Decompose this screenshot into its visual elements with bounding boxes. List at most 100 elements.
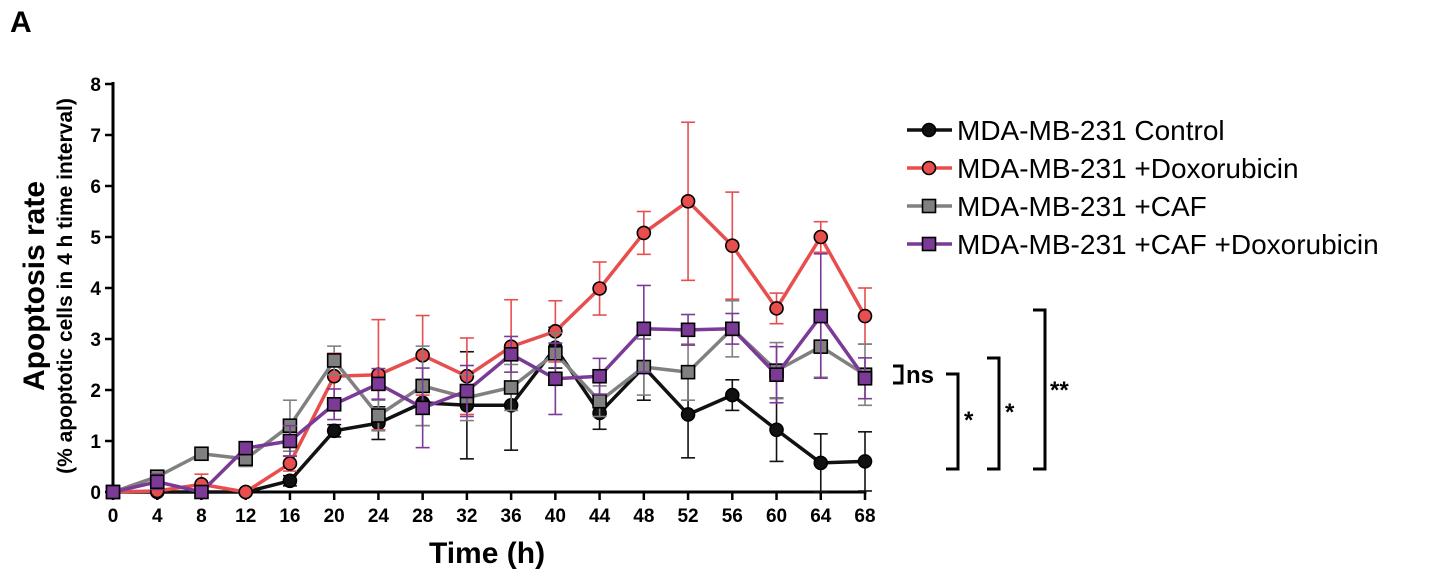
data-point — [326, 353, 342, 368]
x-tick-label: 4 — [152, 506, 163, 527]
legend-item: MDA-MB-231 +CAF +Doxorubicin — [907, 229, 1379, 260]
legend-item: MDA-MB-231 +CAF — [907, 191, 1207, 222]
significance-label: * — [1005, 399, 1015, 426]
x-tick-label: 16 — [279, 506, 300, 527]
bracket-line — [1033, 308, 1047, 471]
significance-bracket: * — [987, 356, 1015, 471]
legend-marker — [921, 236, 937, 252]
bracket-line — [893, 364, 904, 385]
series-2 — [105, 299, 873, 500]
x-tick-label: 48 — [633, 506, 654, 527]
significance-bracket: * — [946, 372, 974, 471]
x-tick-label: 12 — [235, 506, 256, 527]
data-point — [592, 368, 607, 384]
x-tick-label: 64 — [810, 506, 832, 527]
x-tick-label: 8 — [196, 506, 207, 527]
x-tick-label: 0 — [108, 506, 119, 527]
x-tick-label: 52 — [677, 506, 698, 527]
significance-bracket: ** — [1033, 308, 1069, 471]
series-3 — [105, 253, 873, 500]
legend-label: MDA-MB-231 +Doxorubicin — [957, 153, 1299, 184]
legend-label: MDA-MB-231 Control — [957, 115, 1225, 146]
series-line — [113, 345, 866, 494]
data-point — [724, 321, 740, 337]
data-point — [813, 229, 829, 245]
legend: MDA-MB-231 Control MDA-MB-231 +Doxorubici… — [907, 115, 1379, 260]
data-point — [769, 301, 784, 316]
data-point — [680, 322, 696, 338]
data-point — [857, 370, 873, 386]
panel-label: A — [10, 6, 32, 39]
legend-marker — [921, 122, 937, 138]
data-point — [282, 456, 298, 471]
series-line — [112, 314, 867, 494]
data-point — [282, 433, 298, 449]
x-tick-label: 20 — [324, 506, 345, 527]
data-point — [813, 455, 829, 471]
x-tick-label: 32 — [456, 506, 477, 527]
x-tick-label: 36 — [501, 506, 522, 527]
data-point — [813, 308, 829, 324]
data-point — [769, 367, 784, 383]
data-point — [680, 364, 696, 380]
data-point — [238, 484, 254, 500]
y-axis-subtitle: (% apoptotic cells in 4 h time interval) — [54, 98, 77, 474]
x-tick-label: 40 — [545, 506, 566, 527]
data-point — [636, 225, 652, 241]
y-tick-label: 5 — [90, 228, 101, 249]
data-point — [592, 281, 607, 296]
axes — [105, 82, 867, 500]
y-tick-label: 4 — [90, 279, 101, 300]
data-point — [326, 396, 342, 412]
series-line — [112, 199, 867, 494]
data-point — [371, 376, 386, 392]
data-point — [415, 400, 430, 416]
data-point — [326, 423, 342, 439]
legend-label: MDA-MB-231 +CAF +Doxorubicin — [957, 229, 1379, 260]
data-point — [503, 380, 519, 395]
significance-label: ns — [906, 362, 934, 389]
significance-brackets: ns* *** — [893, 308, 1069, 471]
series-1 — [105, 121, 873, 500]
y-tick-label: 6 — [90, 177, 101, 198]
significance-label: ** — [1050, 377, 1069, 404]
data-point — [724, 238, 740, 253]
y-tick-label: 8 — [90, 75, 101, 96]
x-tick-label: 60 — [766, 506, 787, 527]
x-tick-label: 24 — [368, 506, 390, 527]
data-point — [592, 393, 607, 409]
significance-bracket: ns — [893, 362, 934, 389]
y-tick-label: 3 — [90, 330, 101, 351]
bracket-line — [946, 372, 960, 471]
bracket-line — [987, 356, 1001, 471]
x-axis-title: Time (h) — [429, 537, 545, 570]
legend-item: MDA-MB-231 Control — [907, 115, 1225, 146]
y-tick-label: 0 — [90, 483, 101, 504]
data-point — [857, 454, 873, 469]
data-point — [282, 473, 298, 489]
legend-marker — [921, 198, 937, 214]
data-point — [503, 346, 519, 362]
data-point — [238, 440, 254, 456]
data-point — [371, 408, 386, 423]
data-point — [548, 371, 563, 387]
legend-item: MDA-MB-231 +Doxorubicin — [907, 153, 1299, 184]
data-point — [680, 407, 696, 422]
data-point — [149, 474, 165, 490]
x-tick-label: 68 — [854, 506, 875, 527]
y-axis-title: Apoptosis rate — [18, 181, 51, 391]
significance-label: * — [964, 407, 974, 434]
legend-label: MDA-MB-231 +CAF — [957, 191, 1207, 222]
y-tick-label: 7 — [90, 126, 101, 147]
y-tick-label: 1 — [90, 432, 101, 453]
data-point — [636, 321, 652, 337]
y-tick-label: 2 — [90, 381, 101, 402]
data-point — [680, 194, 696, 209]
data-point — [769, 422, 784, 438]
data-point — [194, 484, 209, 500]
data-point — [724, 387, 740, 403]
x-tick-label: 28 — [412, 506, 433, 527]
x-tick-label: 56 — [722, 506, 743, 527]
